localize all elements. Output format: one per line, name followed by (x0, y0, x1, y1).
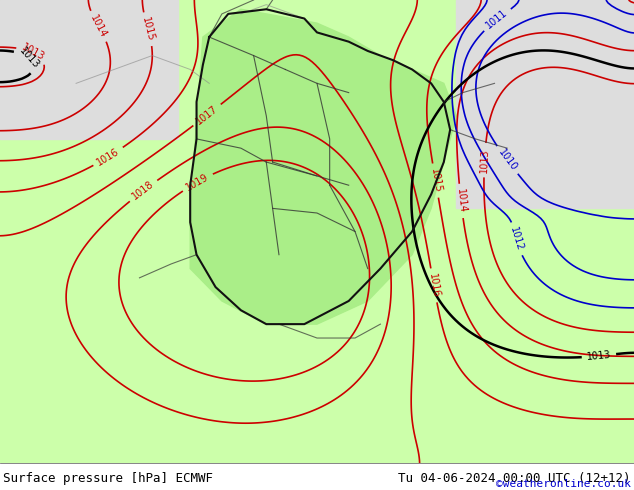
Polygon shape (0, 0, 178, 139)
Text: 1013: 1013 (479, 147, 490, 172)
Text: 1019: 1019 (184, 172, 210, 193)
Text: 1010: 1010 (496, 147, 519, 173)
Text: 1011: 1011 (484, 8, 510, 31)
Text: 1012: 1012 (508, 226, 524, 252)
Text: 1013: 1013 (18, 46, 42, 71)
Text: 1016: 1016 (427, 272, 441, 298)
Text: 1015: 1015 (429, 168, 443, 194)
Text: 1018: 1018 (131, 179, 156, 202)
Polygon shape (190, 9, 456, 324)
Text: 1013: 1013 (586, 350, 612, 362)
Text: Surface pressure [hPa] ECMWF: Surface pressure [hPa] ECMWF (3, 472, 213, 486)
Text: 1017: 1017 (194, 103, 220, 126)
Text: Tu 04-06-2024 00:00 UTC (12+12): Tu 04-06-2024 00:00 UTC (12+12) (398, 472, 631, 486)
Polygon shape (456, 0, 634, 208)
Text: 1015: 1015 (140, 16, 156, 42)
Text: 1013: 1013 (20, 42, 46, 63)
Text: 1014: 1014 (89, 13, 108, 39)
Text: 1014: 1014 (455, 188, 467, 214)
Text: ©weatheronline.co.uk: ©weatheronline.co.uk (496, 479, 631, 489)
Text: 1016: 1016 (95, 146, 121, 168)
